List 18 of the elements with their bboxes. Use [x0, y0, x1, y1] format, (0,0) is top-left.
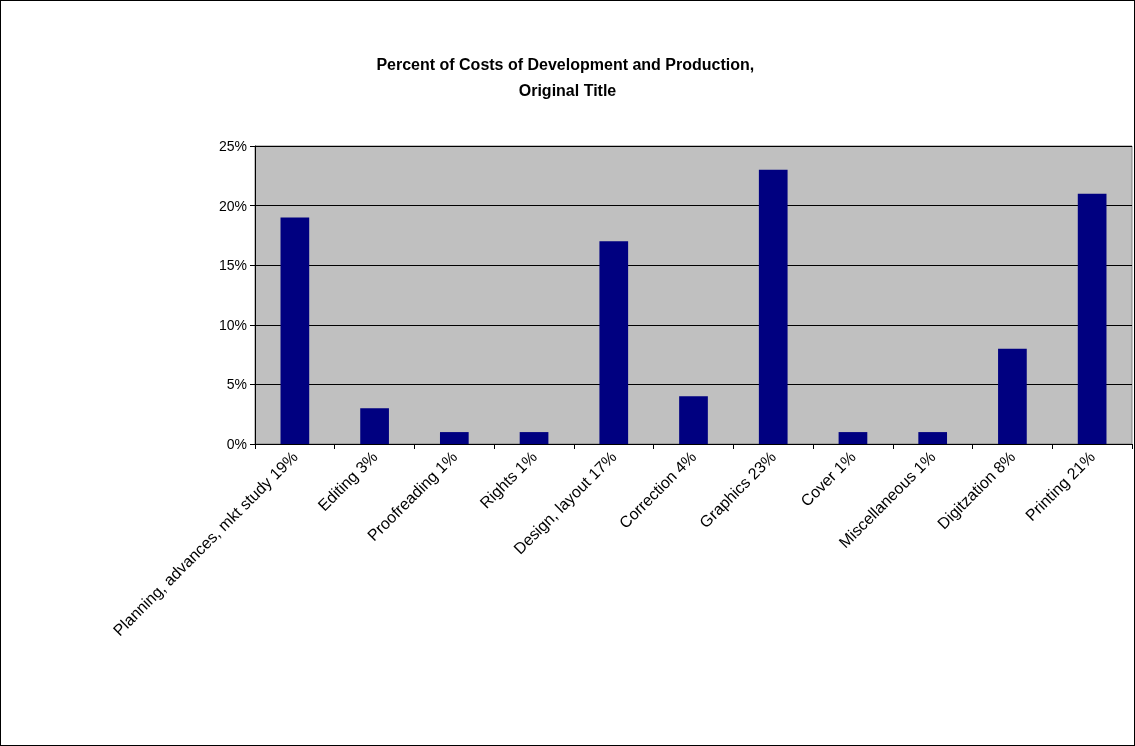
bar — [918, 432, 948, 444]
y-tick-label: 20% — [218, 197, 247, 214]
bar — [439, 432, 469, 444]
bar — [679, 396, 708, 444]
y-tick-label: 0% — [226, 436, 247, 452]
bar — [758, 169, 788, 444]
bar — [838, 432, 868, 444]
chart-title: Percent of Costs of Development and Production, Original Title — [376, 55, 759, 99]
bar — [1077, 193, 1107, 444]
y-tick-label: 10% — [218, 316, 247, 333]
bar — [998, 348, 1027, 444]
bar — [519, 432, 549, 444]
y-tick-label: 5% — [226, 376, 247, 393]
bar — [599, 241, 629, 444]
y-tick-label: 25% — [218, 138, 247, 154]
y-tick-label: 15% — [218, 257, 247, 274]
bar — [280, 217, 310, 444]
bar — [360, 408, 389, 444]
